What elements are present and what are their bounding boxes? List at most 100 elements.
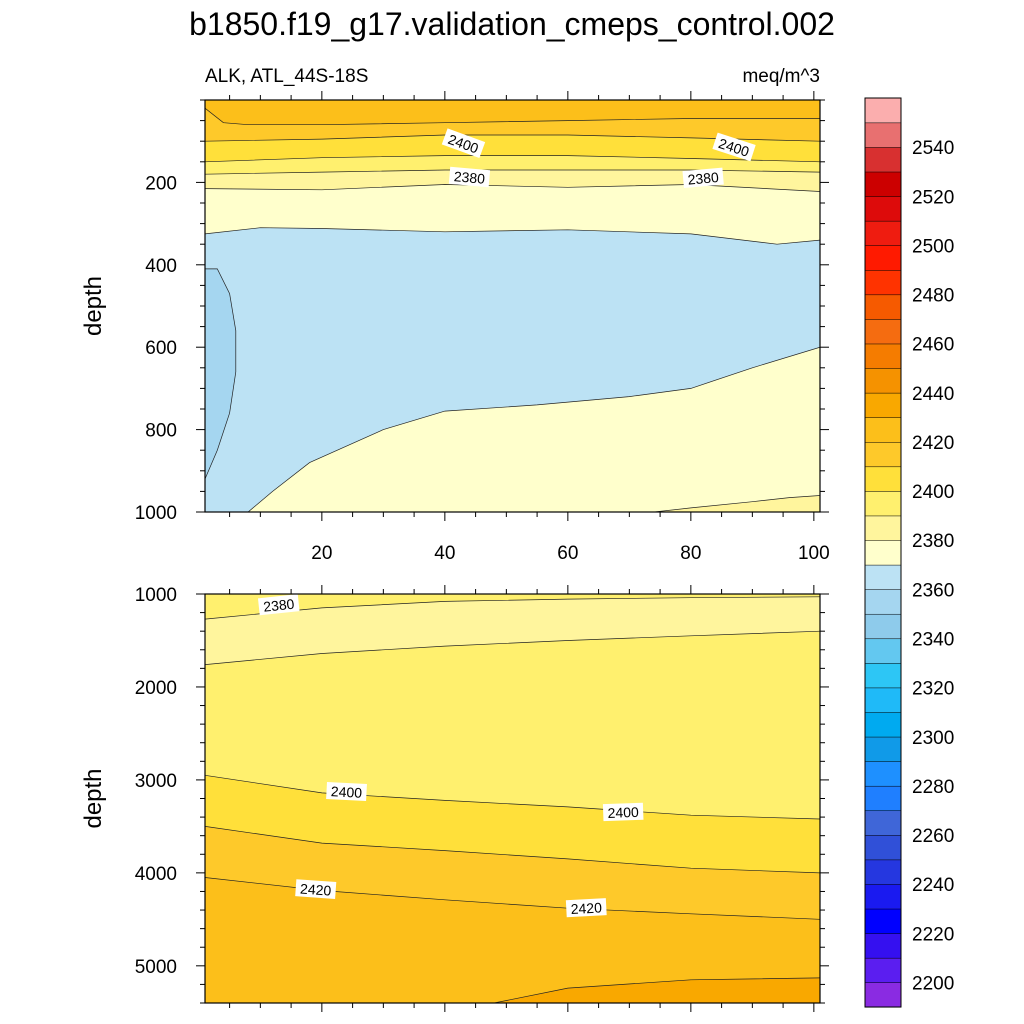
y-tick-label: 5000 — [135, 957, 177, 978]
contour-line-2400 — [205, 774, 820, 820]
contour-fill-2380 — [654, 495, 820, 512]
left-subtitle: ALK, ATL_44S-18S — [205, 66, 368, 87]
colorbar-swatch — [864, 638, 902, 664]
svg-text:2420: 2420 — [570, 899, 602, 917]
y-tick-label: 400 — [145, 256, 177, 277]
colorbar-label: 2460 — [912, 335, 954, 356]
chart-title: b1850.f19_g17.validation_cmeps_control.0… — [189, 6, 835, 42]
svg-text:2420: 2420 — [300, 881, 332, 899]
y-tick-label: 3000 — [135, 771, 177, 792]
contour-fill-2420 — [205, 877, 820, 1003]
colorbar-label: 2360 — [912, 580, 954, 601]
contour-line-2360 — [205, 227, 820, 245]
colorbar-swatch — [864, 589, 902, 615]
colorbar-swatch — [864, 613, 902, 640]
contour-line-2390 — [205, 155, 820, 163]
colorbar-swatch — [864, 859, 902, 885]
colorbar-swatch — [864, 392, 902, 418]
colorbar-swatch — [864, 343, 902, 369]
svg-text:2380: 2380 — [453, 168, 486, 187]
colorbar-swatch — [864, 417, 902, 443]
colorbar-swatch — [864, 367, 902, 394]
colorbar-frame — [864, 97, 902, 1008]
colorbar-label: 2240 — [912, 875, 954, 896]
colorbar-swatch — [864, 761, 902, 787]
contour-line-2380 — [653, 495, 820, 512]
colorbar-label: 2260 — [912, 826, 954, 847]
units-subtitle: meq/m^3 — [742, 66, 820, 87]
colorbar-label: 2440 — [912, 384, 954, 405]
colorbar-swatch — [864, 515, 902, 541]
contour-line-2410 — [205, 826, 820, 874]
colorbar-swatch — [864, 318, 902, 345]
contour-label: 2420 — [295, 879, 337, 899]
x-tick-label: 100 — [798, 543, 830, 564]
colorbar-label: 2300 — [912, 728, 954, 749]
colorbar-swatch — [864, 269, 902, 296]
x-tick-label: 60 — [557, 543, 578, 564]
colorbar-label: 2500 — [912, 236, 954, 257]
colorbar-swatch — [864, 687, 902, 713]
x-tick-label: 40 — [434, 543, 455, 564]
colorbar-swatch — [864, 294, 902, 320]
contour-label: 2380 — [257, 594, 300, 616]
contour-label: 2420 — [565, 898, 607, 918]
y-tick-label: 4000 — [135, 864, 177, 885]
colorbar-swatch — [864, 564, 902, 590]
contour-label: 2380 — [682, 167, 724, 189]
colorbar-label: 2480 — [912, 286, 954, 307]
contour-line-2410 — [205, 107, 820, 126]
contour-line-2370 — [205, 184, 820, 192]
y-tick-label: 1000 — [135, 585, 177, 606]
colorbar-label: 2400 — [912, 482, 954, 503]
colorbar-label: 2280 — [912, 777, 954, 798]
colorbar-swatch — [864, 957, 902, 983]
colorbar-swatch — [864, 662, 902, 689]
contour-line-2430 — [494, 977, 820, 1003]
colorbar-swatch — [864, 785, 902, 812]
contour-line-2390 — [205, 630, 820, 665]
colorbar-label: 2320 — [912, 679, 954, 700]
colorbar-swatch — [864, 490, 902, 517]
colorbar-swatch — [864, 171, 902, 197]
x-tick-label: 80 — [680, 543, 701, 564]
colorbar-swatch — [864, 810, 902, 836]
contour-line-2370 — [205, 346, 820, 512]
colorbar-label: 2380 — [912, 531, 954, 552]
contour-label: 2380 — [448, 166, 491, 188]
colorbar-swatch — [864, 539, 902, 566]
colorbar-swatch — [864, 982, 902, 1008]
contour-label: 2400 — [326, 781, 367, 802]
y-axis-label: depth — [80, 276, 107, 336]
colorbar-swatch — [864, 97, 902, 124]
y-axis-label: depth — [80, 768, 107, 828]
colorbar-swatch — [864, 122, 902, 148]
contour-fill-2430 — [494, 977, 820, 1003]
contour-fill-2370 — [205, 347, 820, 512]
y-tick-label: 200 — [145, 173, 177, 194]
x-tick-label: 20 — [311, 543, 332, 564]
colorbar-swatch — [864, 196, 902, 222]
colorbar-swatch — [864, 711, 902, 738]
colorbar-swatch — [864, 933, 902, 959]
svg-text:2380: 2380 — [687, 169, 720, 188]
colorbar-label: 2200 — [912, 973, 954, 994]
colorbar-swatch — [864, 245, 902, 271]
lower-panel: 2380 2400 2400 2420 2420 1000 2000 3000 4000 5000… — [80, 585, 829, 1012]
colorbar-label: 2340 — [912, 630, 954, 651]
contour-line-2350 — [205, 268, 237, 480]
y-tick-label: 600 — [145, 338, 177, 359]
colorbar-swatch — [864, 736, 902, 762]
colorbar-label: 2420 — [912, 433, 954, 454]
svg-text:2400: 2400 — [331, 783, 363, 801]
contour-label: 2400 — [602, 802, 644, 822]
svg-text:2380: 2380 — [262, 596, 295, 615]
y-tick-label: 2000 — [135, 678, 177, 699]
colorbar: 2200 2220 2240 2260 2280 2300 2320 2340 2360 2380… — [864, 97, 954, 1008]
colorbar-swatch — [864, 834, 902, 861]
colorbar-swatch — [864, 146, 902, 173]
y-tick-label: 1000 — [135, 503, 177, 524]
svg-text:2400: 2400 — [607, 804, 639, 821]
